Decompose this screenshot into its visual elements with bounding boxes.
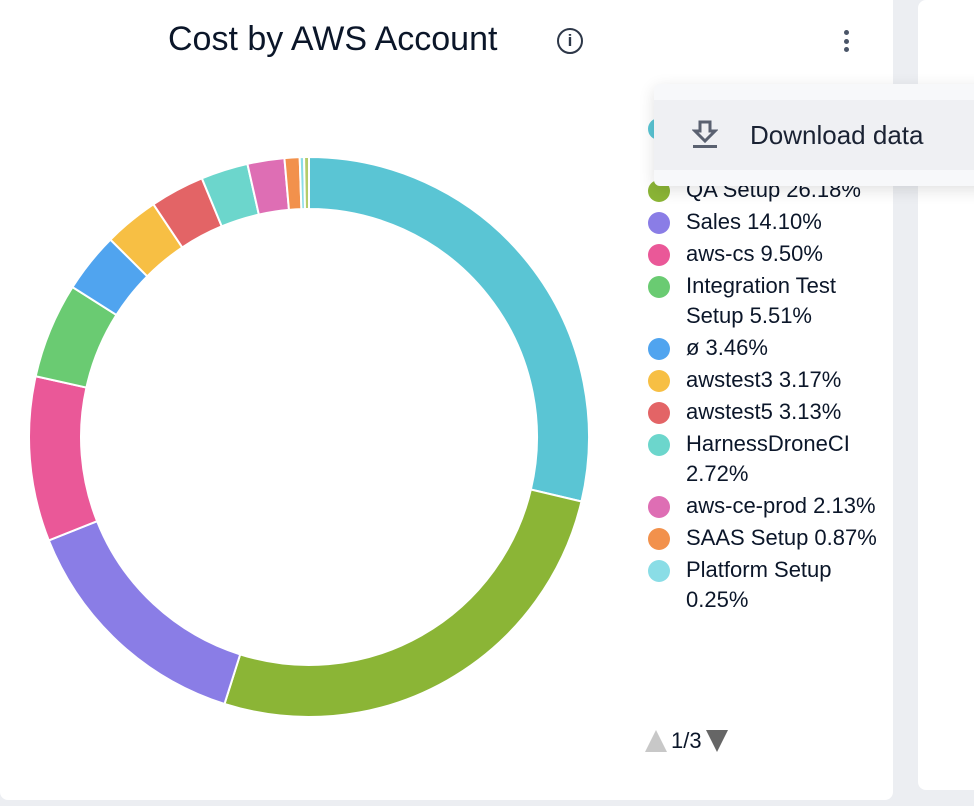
- legend-item[interactable]: SAAS Setup 0.87%: [648, 523, 888, 553]
- card-title: Cost by AWS Account: [168, 20, 498, 58]
- legend-item[interactable]: Sales 14.10%: [648, 207, 888, 237]
- legend-item[interactable]: aws-cs 9.50%: [648, 239, 888, 269]
- legend-label: ø 3.46%: [686, 335, 768, 360]
- legend-label: awstest5 3.13%: [686, 399, 842, 424]
- download-data-menu-item[interactable]: Download data: [654, 100, 974, 170]
- legend-item[interactable]: awstest3 3.17%: [648, 365, 888, 395]
- legend-label: Platform Setup 0.25%: [686, 557, 832, 612]
- page-up-icon[interactable]: [645, 730, 667, 752]
- pager-label: 1/3: [671, 728, 702, 753]
- legend-dot: [648, 276, 670, 298]
- legend-item[interactable]: ø 3.46%: [648, 333, 888, 363]
- legend-pager: 1/3: [645, 728, 728, 754]
- legend-dot: [648, 434, 670, 456]
- legend-dot: [648, 244, 670, 266]
- legend-dot: [648, 370, 670, 392]
- donut-slice[interactable]: [47, 519, 242, 706]
- legend-label: Integration Test Setup 5.51%: [686, 273, 837, 328]
- legend-label: Sales 14.10%: [686, 209, 822, 234]
- legend-item[interactable]: HarnessDroneCI 2.72%: [648, 429, 888, 489]
- legend-item[interactable]: Platform Setup 0.25%: [648, 555, 888, 615]
- donut-slice[interactable]: [28, 375, 99, 542]
- page-down-icon[interactable]: [705, 730, 728, 752]
- donut-slice[interactable]: [223, 488, 583, 718]
- legend-dot: [648, 560, 670, 582]
- legend-label: aws-ce-prod 2.13%: [686, 493, 876, 518]
- legend-label: awstest3 3.17%: [686, 367, 842, 392]
- legend-dot: [648, 338, 670, 360]
- kebab-icon[interactable]: [838, 28, 854, 58]
- legend-item[interactable]: awstest5 3.13%: [648, 397, 888, 427]
- info-icon[interactable]: i: [557, 28, 583, 54]
- donut-slice[interactable]: [303, 155, 310, 211]
- download-icon: [691, 120, 719, 150]
- legend-label: aws-cs 9.50%: [686, 241, 823, 266]
- legend-item[interactable]: Integration Test Setup 5.51%: [648, 271, 888, 331]
- legend-dot: [648, 496, 670, 518]
- donut-chart: [28, 155, 590, 718]
- legend-dot: [648, 402, 670, 424]
- legend-label: HarnessDroneCI 2.72%: [686, 431, 850, 486]
- download-data-label: Download data: [750, 119, 924, 150]
- chart-legend: QA Setup 26.18% Sales 14.10% aws-cs 9.50% I…: [648, 113, 888, 617]
- legend-dot: [648, 212, 670, 234]
- legend-label: SAAS Setup 0.87%: [686, 525, 877, 550]
- legend-dot: [648, 528, 670, 550]
- context-menu: Download data: [654, 84, 974, 186]
- donut-slice[interactable]: [308, 155, 590, 503]
- legend-item[interactable]: aws-ce-prod 2.13%: [648, 491, 888, 521]
